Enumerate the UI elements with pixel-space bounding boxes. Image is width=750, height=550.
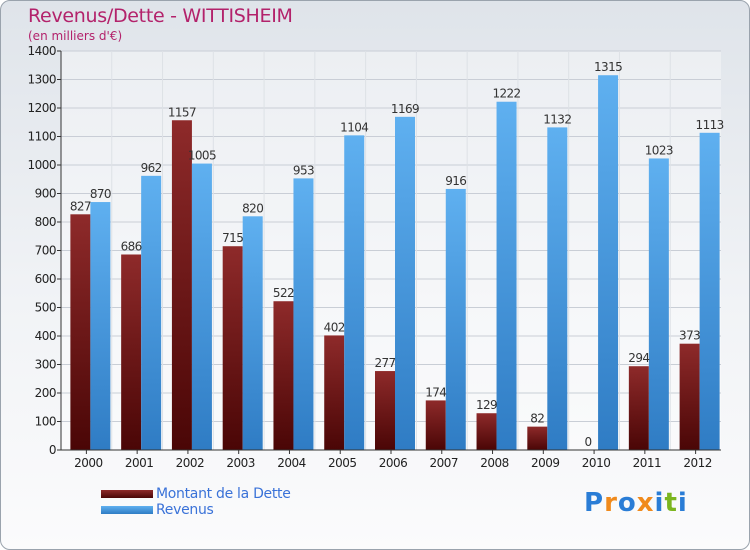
data-label-dette-2008: 129 [476,398,497,412]
x-tick-label: 2005 [328,456,357,470]
data-label-dette-2003: 715 [222,231,243,245]
data-label-dette-2007: 174 [425,385,446,399]
bar-dette-2008 [476,413,497,450]
bar-dette-2003 [222,246,243,450]
bar-revenus-2011 [648,158,669,450]
y-tick-label: 1300 [27,73,56,87]
bar-dette-2007 [425,400,446,450]
legend-label-dette: Montant de la Dette [156,486,291,502]
bar-dette-2012 [679,343,700,450]
data-label-revenus-2006: 1169 [391,102,419,116]
data-label-dette-2001: 686 [121,239,142,253]
bar-revenus-2008 [496,101,517,450]
data-label-revenus-2000: 870 [90,187,111,201]
data-label-dette-2009: 82 [530,412,544,426]
y-tick-label: 1000 [27,158,56,172]
bar-revenus-2001 [141,175,162,450]
data-label-dette-2006: 277 [374,356,395,370]
data-label-revenus-2009: 1132 [543,112,571,126]
x-tick-label: 2002 [176,456,205,470]
y-tick-label: 900 [35,187,56,201]
data-label-dette-2005: 402 [324,320,345,334]
bar-revenus-2010 [598,75,619,450]
bar-dette-2001 [121,254,142,450]
bar-revenus-2003 [242,216,263,450]
bar-revenus-2005 [344,135,365,451]
proxiti-logo: Proxiti [584,488,688,518]
bar-dette-2000 [70,214,91,450]
y-tick-label: 800 [35,215,56,229]
y-tick-label: 500 [35,301,56,315]
logo-letter: i [677,488,688,518]
logo-letter: r [604,488,618,518]
legend-swatch-dette [101,490,153,498]
y-tick-label: 1100 [27,130,56,144]
bar-dette-2009 [527,426,548,450]
data-label-dette-2000: 827 [70,199,91,213]
y-tick-label: 100 [35,415,56,429]
data-label-dette-2002: 1157 [168,105,196,119]
bar-revenus-2000 [90,202,111,450]
chart-subtitle: (en milliers d'€) [28,29,123,43]
bar-dette-2011 [628,366,649,450]
x-tick-label: 2010 [582,456,611,470]
data-label-revenus-2010: 1315 [594,60,622,74]
data-label-revenus-2005: 1104 [340,120,368,134]
x-tick-label: 2000 [74,456,103,470]
y-tick-label: 600 [35,272,56,286]
axes: 0 100 200 300 400 500 600 700 800 900 1000 1100 1200… [27,44,721,470]
legend-label-revenus: Revenus [156,502,214,518]
data-label-dette-2012: 373 [679,329,700,343]
bar-revenus-2004 [293,178,314,450]
data-label-dette-2010: 0 [585,435,592,449]
data-label-revenus-2004: 953 [293,163,314,177]
bar-dette-2006 [375,371,395,450]
data-label-revenus-2011: 1023 [645,143,673,157]
y-tick-label: 300 [35,358,56,372]
bar-revenus-2002 [191,163,212,450]
data-label-revenus-2001: 962 [141,161,162,175]
bar-dette-2002 [171,120,192,450]
bar-revenus-2009 [547,127,568,450]
chart-title: Revenus/Dette - WITTISHEIM [28,5,293,27]
logo-letter: x [636,488,655,518]
bar-revenus-2012 [699,132,720,451]
x-tick-label: 2003 [226,456,255,470]
data-label-dette-2004: 522 [273,286,294,300]
x-tick-label: 2008 [480,456,509,470]
x-tick-label: 2011 [633,456,662,470]
logo-letter: P [584,488,605,518]
x-tick-label: 2007 [429,456,458,470]
y-tick-label: 700 [35,244,56,258]
data-label-dette-2011: 294 [628,351,649,365]
y-tick-label: 0 [49,443,56,457]
y-tick-label: 1200 [27,101,56,115]
bars [70,75,720,451]
legend-swatch-revenus [101,506,153,514]
bar-dette-2004 [273,301,294,450]
data-label-revenus-2012: 1113 [696,118,724,132]
y-tick-label: 200 [35,386,56,400]
x-tick-label: 2004 [277,456,306,470]
data-label-revenus-2002: 1005 [188,149,216,163]
data-label-revenus-2007: 916 [445,174,466,188]
x-tick-label: 2001 [125,456,154,470]
logo-letter: o [617,488,637,518]
logo-letter: i [654,488,665,518]
data-label-revenus-2008: 1222 [492,87,520,101]
x-tick-label: 2009 [531,456,560,470]
x-tick-label: 2012 [683,456,712,470]
bar-dette-2005 [324,335,345,450]
y-tick-label: 1400 [27,44,56,58]
x-tick-label: 2006 [379,456,408,470]
logo-letter: t [664,488,678,518]
bar-revenus-2007 [445,188,466,450]
value-labels: 8278706869621157100571582052295340211042… [70,60,724,449]
y-tick-label: 400 [35,329,56,343]
data-label-revenus-2003: 820 [242,201,263,215]
bar-revenus-2006 [395,116,415,451]
